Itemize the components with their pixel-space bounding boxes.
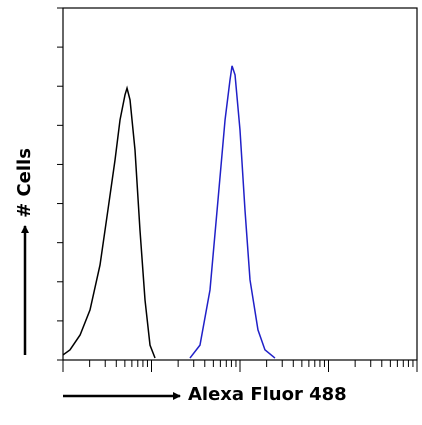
plot-frame bbox=[62, 7, 418, 361]
histogram-line bbox=[189, 65, 276, 359]
x-axis-label: Alexa Fluor 488 bbox=[188, 384, 347, 405]
histogram-line bbox=[62, 85, 156, 359]
y-axis-label: # Cells bbox=[14, 148, 35, 218]
